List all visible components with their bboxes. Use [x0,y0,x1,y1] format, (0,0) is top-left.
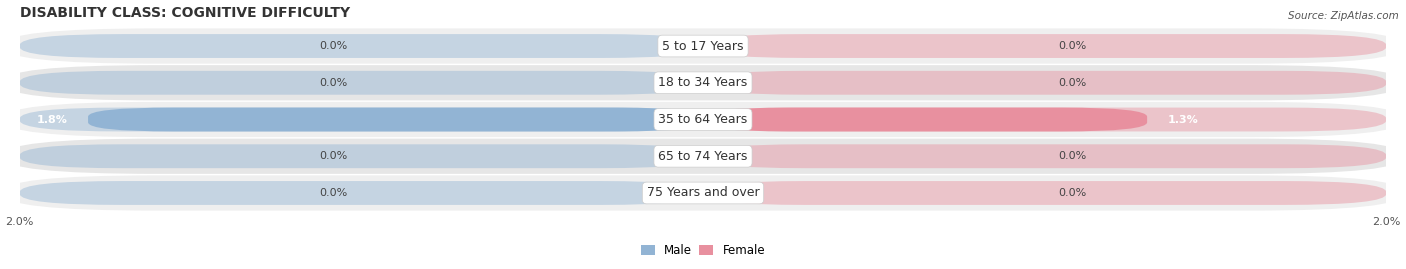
Text: 35 to 64 Years: 35 to 64 Years [658,113,748,126]
Text: 18 to 34 Years: 18 to 34 Years [658,76,748,89]
FancyBboxPatch shape [703,108,1147,132]
FancyBboxPatch shape [89,108,703,132]
Text: 0.0%: 0.0% [1059,78,1087,88]
FancyBboxPatch shape [703,34,1386,58]
FancyBboxPatch shape [703,108,1386,132]
FancyBboxPatch shape [703,181,1386,205]
Text: 0.0%: 0.0% [319,41,347,51]
Text: 0.0%: 0.0% [319,188,347,198]
FancyBboxPatch shape [3,29,1403,64]
Legend: Male, Female: Male, Female [641,244,765,257]
FancyBboxPatch shape [3,65,1403,100]
Text: 0.0%: 0.0% [319,78,347,88]
FancyBboxPatch shape [3,175,1403,211]
FancyBboxPatch shape [3,102,1403,137]
Text: 1.8%: 1.8% [37,115,67,125]
Text: 0.0%: 0.0% [1059,151,1087,161]
Text: 0.0%: 0.0% [319,151,347,161]
FancyBboxPatch shape [20,71,703,95]
Text: 75 Years and over: 75 Years and over [647,186,759,200]
Text: 0.0%: 0.0% [1059,41,1087,51]
FancyBboxPatch shape [20,34,703,58]
Text: 0.0%: 0.0% [1059,188,1087,198]
Text: 5 to 17 Years: 5 to 17 Years [662,40,744,52]
Text: 1.3%: 1.3% [1167,115,1198,125]
FancyBboxPatch shape [20,144,703,168]
Text: 65 to 74 Years: 65 to 74 Years [658,150,748,163]
Text: Source: ZipAtlas.com: Source: ZipAtlas.com [1288,11,1399,21]
FancyBboxPatch shape [703,144,1386,168]
Text: DISABILITY CLASS: COGNITIVE DIFFICULTY: DISABILITY CLASS: COGNITIVE DIFFICULTY [20,6,350,20]
FancyBboxPatch shape [20,108,703,132]
FancyBboxPatch shape [3,139,1403,174]
FancyBboxPatch shape [20,181,703,205]
FancyBboxPatch shape [703,71,1386,95]
